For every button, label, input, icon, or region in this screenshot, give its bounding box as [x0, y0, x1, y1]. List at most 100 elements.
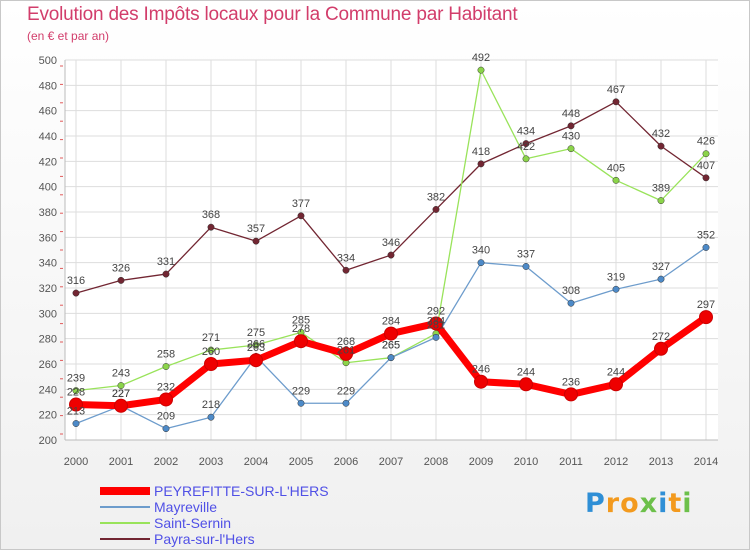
data-label-mayreville: 352 [697, 229, 715, 241]
data-point-saint-sernin [522, 155, 530, 163]
data-point-payra-sur-l-hers [117, 276, 125, 284]
data-point-mayreville [297, 399, 305, 407]
data-label-peyrefitte-sur-l-hers: 263 [247, 342, 265, 354]
data-point-mayreville [432, 333, 440, 341]
data-point-payra-sur-l-hers [612, 98, 620, 106]
data-point-mayreville [567, 299, 575, 307]
data-point-peyrefitte-sur-l-hers [384, 326, 398, 341]
data-label-peyrefitte-sur-l-hers: 292 [427, 305, 445, 317]
data-point-saint-sernin [72, 387, 80, 395]
data-point-payra-sur-l-hers [72, 289, 80, 297]
y-tick-label: 360 [39, 232, 57, 244]
data-label-saint-sernin: 426 [697, 136, 715, 148]
data-label-saint-sernin: 389 [652, 183, 670, 195]
data-point-peyrefitte-sur-l-hers [609, 377, 623, 392]
data-label-payra-sur-l-hers: 334 [337, 252, 355, 264]
data-label-mayreville: 227 [112, 388, 130, 400]
x-tick-label: 2011 [559, 456, 583, 468]
data-label-peyrefitte-sur-l-hers: 244 [517, 366, 535, 378]
data-point-mayreville [522, 263, 530, 270]
data-label-peyrefitte-sur-l-hers: 268 [337, 336, 355, 348]
legend-swatch-payra [100, 538, 150, 540]
data-point-peyrefitte-sur-l-hers [654, 341, 668, 356]
data-point-saint-sernin [207, 346, 215, 354]
y-tick-label: 440 [39, 131, 57, 143]
data-label-saint-sernin: 239 [67, 373, 85, 385]
data-point-saint-sernin [612, 176, 620, 184]
data-label-peyrefitte-sur-l-hers: 227 [112, 388, 130, 400]
data-label-mayreville: 265 [382, 340, 400, 352]
data-point-peyrefitte-sur-l-hers [159, 392, 173, 407]
data-point-payra-sur-l-hers [207, 223, 215, 231]
data-point-payra-sur-l-hers [342, 266, 350, 274]
data-point-peyrefitte-sur-l-hers [339, 346, 353, 361]
logo-letter: i [658, 488, 669, 519]
data-label-mayreville: 229 [292, 385, 310, 397]
data-label-peyrefitte-sur-l-hers: 236 [562, 376, 580, 388]
data-label-saint-sernin: 422 [517, 141, 535, 153]
data-label-mayreville: 337 [517, 248, 535, 260]
data-point-payra-sur-l-hers [162, 270, 170, 278]
data-point-payra-sur-l-hers [432, 206, 440, 213]
data-point-peyrefitte-sur-l-hers [699, 310, 713, 325]
x-tick-label: 2007 [379, 456, 403, 468]
y-tick-label: 220 [39, 410, 57, 422]
y-tick-label: 260 [39, 359, 57, 371]
data-label-peyrefitte-sur-l-hers: 244 [607, 366, 625, 378]
y-tick-label: 480 [39, 80, 57, 92]
data-point-payra-sur-l-hers [387, 251, 395, 259]
x-tick-label: 2013 [649, 456, 673, 468]
data-point-peyrefitte-sur-l-hers [564, 387, 578, 402]
legend-label-mayreville: Mayreville [154, 499, 218, 515]
data-point-saint-sernin [657, 197, 665, 205]
y-tick-label: 420 [39, 156, 57, 168]
legend-label-peyrefitte: PEYREFITTE-SUR-L'HERS [154, 483, 329, 499]
chart-title: Evolution des Impôts locaux pour la Comm… [27, 4, 518, 25]
y-tick-label: 500 [39, 55, 57, 67]
data-label-payra-sur-l-hers: 331 [157, 256, 175, 268]
data-point-mayreville [207, 413, 215, 421]
data-label-saint-sernin: 258 [157, 349, 175, 361]
logo-letter: o [620, 488, 640, 519]
data-label-payra-sur-l-hers: 382 [427, 191, 445, 203]
logo-letter: P [585, 488, 606, 519]
y-tick-label: 200 [39, 435, 57, 447]
legend-swatch-peyrefitte [100, 487, 150, 495]
data-point-saint-sernin [567, 145, 575, 153]
data-label-saint-sernin: 492 [472, 52, 490, 64]
data-label-mayreville: 308 [562, 285, 580, 297]
data-point-payra-sur-l-hers [297, 212, 305, 220]
data-label-mayreville: 229 [337, 385, 355, 397]
x-tick-label: 2001 [109, 456, 133, 468]
data-label-peyrefitte-sur-l-hers: 228 [67, 387, 85, 399]
data-point-mayreville [387, 354, 395, 362]
data-label-saint-sernin: 261 [337, 345, 355, 357]
logo-letter: r [605, 488, 621, 519]
data-label-saint-sernin: 243 [112, 368, 130, 380]
data-point-payra-sur-l-hers [477, 160, 485, 168]
data-point-mayreville [162, 425, 170, 433]
data-point-mayreville [72, 420, 80, 427]
data-point-saint-sernin [117, 382, 125, 389]
data-point-payra-sur-l-hers [252, 237, 260, 245]
data-label-mayreville: 327 [652, 261, 670, 273]
data-label-payra-sur-l-hers: 326 [112, 262, 130, 274]
data-label-payra-sur-l-hers: 377 [292, 198, 310, 210]
data-label-saint-sernin: 430 [562, 131, 580, 143]
data-label-payra-sur-l-hers: 368 [202, 209, 220, 221]
y-tick-label: 300 [39, 308, 57, 320]
data-label-saint-sernin: 271 [202, 332, 220, 344]
data-label-mayreville: 319 [607, 271, 625, 283]
data-label-saint-sernin: 265 [382, 340, 400, 352]
data-label-peyrefitte-sur-l-hers: 284 [382, 316, 400, 328]
data-label-mayreville: 281 [427, 319, 445, 331]
y-tick-label: 460 [39, 106, 57, 118]
logo-letter: i [682, 488, 693, 519]
data-point-mayreville [657, 275, 665, 283]
data-label-saint-sernin: 405 [607, 162, 625, 174]
x-tick-label: 2012 [604, 456, 628, 468]
legend-swatch-mayreville [100, 506, 150, 508]
data-label-payra-sur-l-hers: 357 [247, 223, 265, 235]
data-label-peyrefitte-sur-l-hers: 297 [697, 299, 715, 311]
